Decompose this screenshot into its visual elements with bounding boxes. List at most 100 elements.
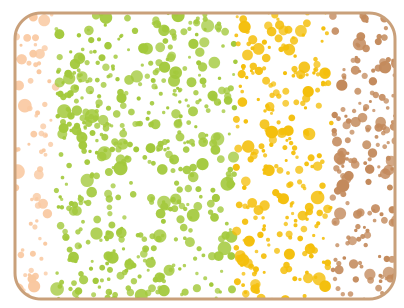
dot xyxy=(93,173,100,180)
dot xyxy=(259,143,265,149)
dot xyxy=(93,216,101,224)
dot xyxy=(314,68,317,71)
dot xyxy=(166,207,169,210)
dot xyxy=(75,229,80,234)
dot xyxy=(236,202,243,209)
dot xyxy=(56,114,61,119)
dot xyxy=(63,72,75,84)
dot xyxy=(86,240,91,245)
dot xyxy=(111,183,116,188)
dot xyxy=(182,66,187,71)
dot xyxy=(302,33,305,36)
dot xyxy=(283,71,287,75)
dot xyxy=(208,210,213,215)
dot xyxy=(106,230,111,235)
dot xyxy=(228,167,234,173)
dot xyxy=(288,181,294,187)
dot xyxy=(379,279,383,283)
dot xyxy=(386,106,390,110)
dot xyxy=(105,168,113,176)
dot xyxy=(104,190,112,198)
dot xyxy=(381,131,386,136)
dot xyxy=(239,15,247,23)
dot xyxy=(60,205,64,209)
dot xyxy=(332,112,338,118)
dot xyxy=(132,28,138,34)
dot xyxy=(115,195,121,201)
dot xyxy=(137,255,140,258)
dot xyxy=(62,229,68,235)
dot xyxy=(241,177,251,187)
dot xyxy=(240,264,243,267)
dot xyxy=(188,228,193,233)
dot xyxy=(156,148,160,152)
dot xyxy=(297,179,302,184)
dot xyxy=(245,76,248,79)
dot xyxy=(321,40,324,43)
dot xyxy=(171,205,178,212)
dot xyxy=(174,237,178,241)
dot xyxy=(349,259,358,268)
dot xyxy=(178,100,181,103)
dot xyxy=(242,272,246,276)
dot xyxy=(189,216,192,219)
dot xyxy=(194,19,199,24)
dot xyxy=(232,105,237,110)
dot xyxy=(150,197,154,201)
dot xyxy=(74,99,79,104)
dot xyxy=(365,125,371,131)
dot xyxy=(396,201,400,205)
dot xyxy=(57,68,62,73)
dot xyxy=(264,22,272,30)
dot xyxy=(120,227,123,230)
dot xyxy=(367,211,372,216)
dot xyxy=(158,141,164,147)
dot xyxy=(72,290,79,297)
dot xyxy=(107,205,113,211)
dot xyxy=(371,204,380,213)
dot xyxy=(308,154,315,161)
dot xyxy=(155,59,162,66)
dot xyxy=(241,283,245,287)
dot xyxy=(375,65,382,72)
dot xyxy=(397,265,400,268)
dot xyxy=(67,112,74,119)
dot xyxy=(370,91,375,96)
dot xyxy=(183,146,190,153)
dot xyxy=(396,54,400,58)
dot xyxy=(39,257,43,261)
dot xyxy=(34,170,44,180)
dot xyxy=(74,123,80,129)
dot xyxy=(57,205,61,209)
dot xyxy=(234,278,241,285)
dot xyxy=(107,267,113,273)
dot xyxy=(186,203,189,206)
dot xyxy=(348,291,354,297)
dot xyxy=(60,119,66,125)
dot xyxy=(185,237,195,247)
dot xyxy=(261,216,264,219)
dot xyxy=(253,216,258,221)
dot xyxy=(204,104,208,108)
page: (() => { const svgNS = 'http://www.w3.or… xyxy=(0,0,404,308)
dot xyxy=(206,108,211,113)
dot xyxy=(157,286,162,291)
dot xyxy=(346,152,349,155)
dot xyxy=(282,145,287,150)
dot xyxy=(91,260,94,263)
dot xyxy=(90,130,96,136)
dot xyxy=(316,210,323,217)
dot xyxy=(360,265,364,269)
dot xyxy=(187,104,190,107)
dot xyxy=(89,267,93,271)
dot xyxy=(138,82,142,86)
dot xyxy=(38,199,48,209)
dot xyxy=(126,285,132,291)
dot xyxy=(124,15,131,22)
dot xyxy=(95,139,98,142)
dot xyxy=(322,237,325,240)
dot xyxy=(350,130,355,135)
dot xyxy=(278,47,284,53)
dot xyxy=(207,200,215,208)
dot xyxy=(232,227,241,236)
